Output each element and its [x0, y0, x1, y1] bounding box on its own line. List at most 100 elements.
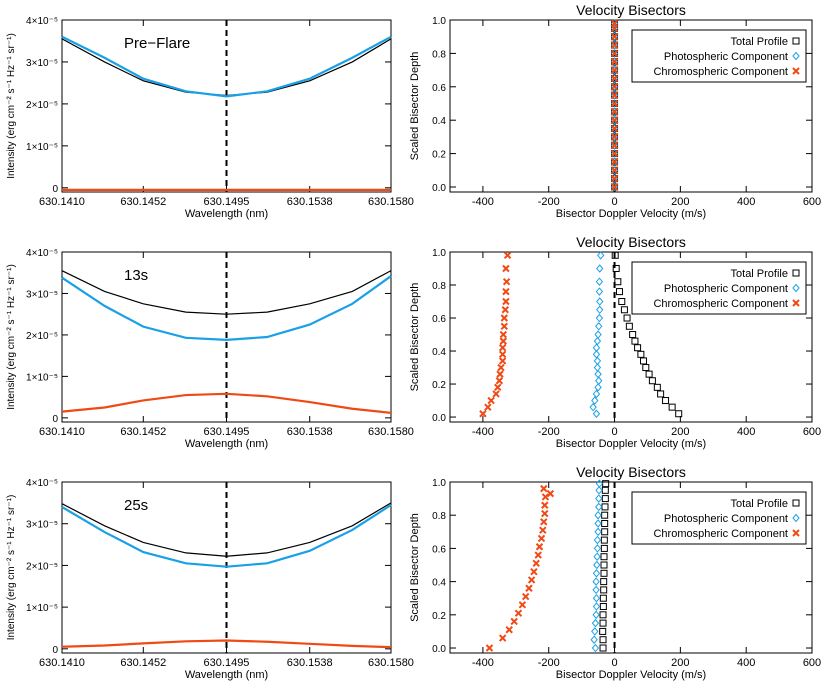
legend-box [631, 491, 807, 545]
chromospheric-point [498, 634, 507, 642]
chromospheric-point [530, 567, 538, 576]
total-point [600, 544, 608, 552]
x-tick-label: 630.1452 [120, 657, 166, 669]
photospheric-line [61, 275, 392, 342]
chromospheric-point [541, 493, 550, 501]
photospheric-point [594, 527, 602, 537]
panel-annotation: 25s [124, 497, 148, 514]
photospheric-point [591, 618, 600, 628]
total-point [675, 410, 683, 418]
y-tick-label: 3×10⁻⁵ [26, 289, 58, 300]
legend-box [631, 29, 807, 83]
photospheric-point [590, 635, 598, 644]
total-point [640, 357, 648, 365]
photospheric-point [595, 313, 604, 323]
y-tick-label: 0.4 [432, 347, 446, 358]
legend-marker-photospheric [792, 283, 800, 293]
total-point [612, 265, 620, 273]
chromospheric-point [537, 534, 546, 543]
y-tick-label: 2×10⁻⁵ [26, 331, 58, 342]
chromospheric-point [500, 314, 509, 322]
chromospheric-point [499, 337, 508, 345]
chromospheric-point [546, 489, 555, 498]
chromospheric-point [534, 551, 542, 559]
x-tick-label: 630.1495 [204, 426, 250, 438]
y-axis-label: Scaled Bisector Depth [409, 52, 421, 161]
x-tick-label: 600 [803, 426, 821, 438]
panel-annotation: Pre−Flare [124, 35, 190, 52]
x-tick-label: 630.1452 [120, 426, 166, 438]
x-tick-label: 0 [611, 196, 617, 208]
chromospheric-point [505, 626, 513, 634]
chart-panel-5: 630.1410 630.1452 630.1495 630.1538 630.1580… [6, 478, 414, 681]
legend-marker-total [792, 499, 800, 507]
chromospheric-point [610, 58, 619, 66]
total-point [642, 364, 650, 372]
series-total [61, 502, 392, 557]
photospheric-point [593, 552, 601, 561]
chromospheric-point [502, 297, 510, 306]
total-point [615, 288, 623, 296]
photospheric-point [594, 510, 602, 520]
total-point [631, 337, 639, 345]
chromospheric-point [503, 251, 512, 260]
chromospheric-point [502, 278, 511, 286]
x-tick-label: 400 [737, 657, 755, 669]
legend-label: Photospheric Component [664, 51, 788, 63]
y-axis-label: Intensity (erg cm⁻² s⁻¹ Hz⁻¹ sr⁻¹) [6, 264, 17, 410]
chromospheric-point [502, 264, 510, 273]
chromospheric-point [498, 350, 507, 359]
chromospheric-point [610, 99, 619, 108]
chromospheric-point [525, 584, 533, 592]
chromospheric-point [502, 287, 510, 296]
series-chromospheric [61, 392, 392, 414]
chromospheric-point [610, 74, 619, 83]
y-axis-label: Intensity (erg cm⁻² s⁻¹ Hz⁻¹ sr⁻¹) [6, 33, 17, 179]
y-tick-label: 0.0 [432, 183, 446, 194]
chromospheric-point [610, 149, 619, 158]
photospheric-point [595, 486, 603, 495]
chart-panel-6: -400 -200 0 200 400 600 0.0 0.2 0.4 0.6 0.8 1.0 Bise… [409, 464, 821, 681]
y-tick-label: 0.2 [432, 611, 446, 622]
series-photospheric [589, 251, 605, 419]
x-tick-label: 200 [671, 196, 689, 208]
x-tick-label: 630.1495 [204, 657, 250, 669]
x-tick-label: 200 [671, 657, 689, 669]
photospheric-point [592, 593, 601, 603]
chromospheric-point [610, 141, 619, 149]
photospheric-point [593, 336, 602, 346]
x-tick-label: 630.1580 [368, 196, 414, 208]
total-point [620, 306, 628, 314]
total-point [599, 619, 607, 627]
total-point [600, 569, 608, 577]
y-tick-label: 1.0 [432, 16, 446, 27]
legend: Total Profile Photospheric Component Chrom… [631, 29, 807, 83]
legend-label: Total Profile [731, 36, 788, 48]
series-chromospheric [479, 251, 512, 418]
total-point [599, 611, 607, 619]
photospheric-point [597, 251, 605, 260]
y-tick-label: 4×10⁻⁵ [26, 478, 58, 489]
y-tick-label: 0.4 [432, 578, 446, 589]
photospheric-point [595, 502, 603, 512]
photospheric-point [596, 305, 604, 315]
photospheric-point [591, 627, 599, 636]
y-tick-label: 0.8 [432, 49, 446, 60]
series-total [61, 38, 392, 97]
total-point [599, 636, 607, 644]
legend-label: Photospheric Component [664, 283, 788, 295]
photospheric-point [594, 369, 602, 379]
y-tick-label: 0 [52, 645, 58, 656]
total-point [611, 251, 619, 259]
photospheric-point [592, 389, 601, 399]
chromospheric-point [521, 592, 530, 601]
legend-label: Chromospheric Component [653, 528, 788, 540]
chromospheric-point [496, 370, 504, 378]
total-point [653, 383, 661, 391]
photospheric-point [595, 287, 604, 296]
series-photospheric [61, 504, 392, 568]
total-point [600, 561, 608, 569]
y-axis-label: Intensity (erg cm⁻² s⁻¹ Hz⁻¹ sr⁻¹) [6, 495, 17, 641]
x-tick-label: 630.1495 [204, 196, 250, 208]
